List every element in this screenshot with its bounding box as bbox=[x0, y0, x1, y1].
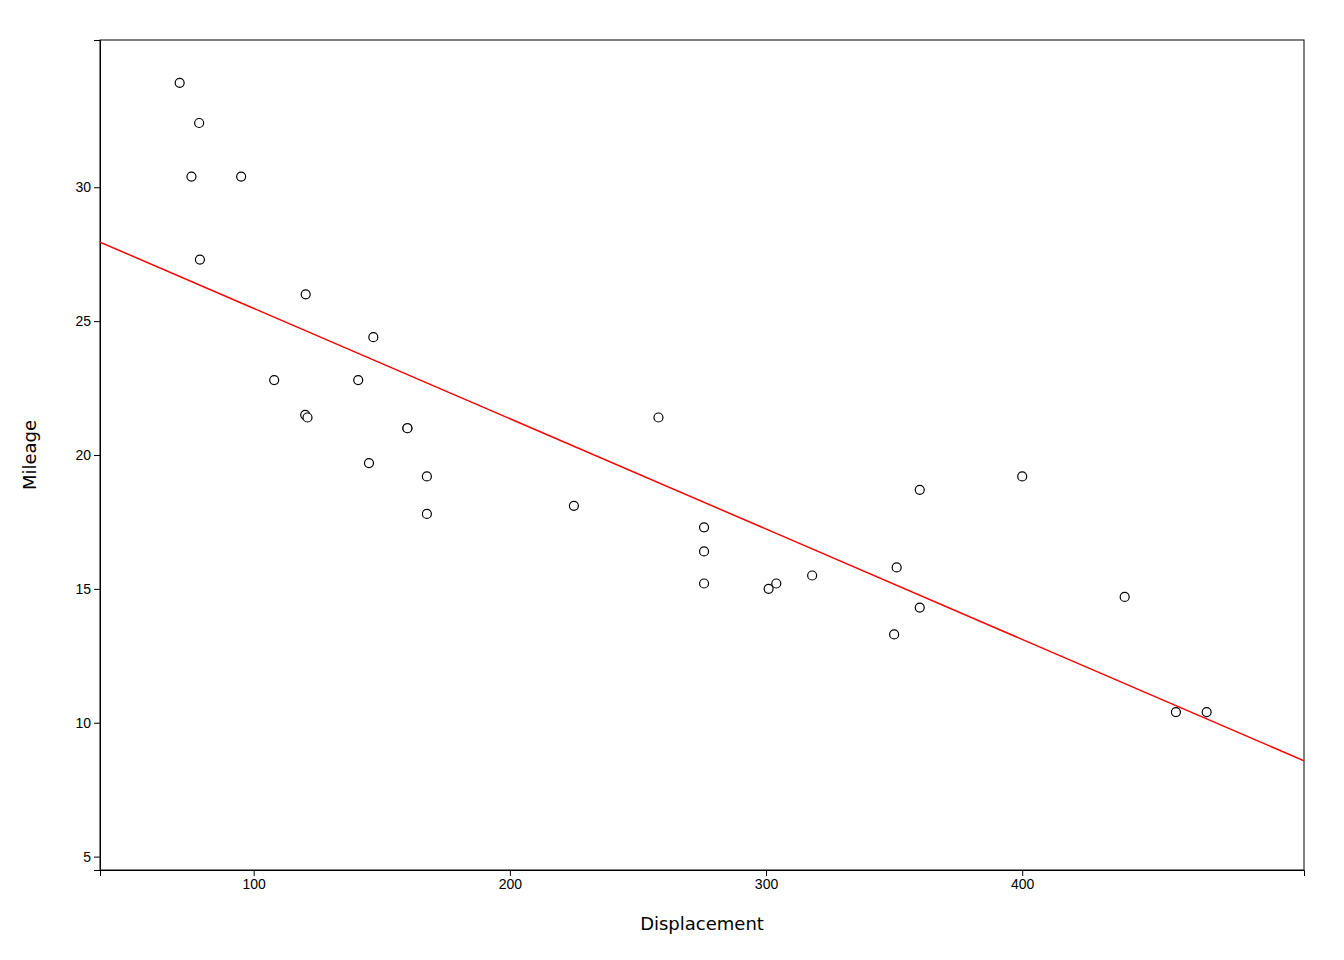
point bbox=[422, 509, 431, 518]
tick-label: 30 bbox=[75, 179, 91, 195]
tick-label: 5 bbox=[83, 849, 91, 865]
point bbox=[364, 459, 373, 468]
point bbox=[175, 78, 184, 87]
tick: 30 bbox=[75, 179, 100, 195]
tick-label: 400 bbox=[1011, 876, 1035, 892]
point bbox=[303, 413, 312, 422]
chart: 100 200 300 400 5 10 15 20 25 30 Displacement Milea… bbox=[0, 0, 1344, 960]
marks bbox=[100, 78, 1304, 760]
tick-mark bbox=[94, 321, 100, 322]
point bbox=[403, 424, 412, 433]
point bbox=[915, 485, 924, 494]
tick: 400 bbox=[1011, 870, 1035, 892]
tick: 15 bbox=[75, 581, 100, 597]
tick: 5 bbox=[83, 849, 100, 865]
point bbox=[195, 255, 204, 264]
point bbox=[187, 172, 196, 181]
tick-label: 25 bbox=[75, 313, 91, 329]
axis-line bbox=[101, 871, 1305, 877]
point bbox=[1018, 472, 1027, 481]
point bbox=[1202, 708, 1211, 717]
point bbox=[422, 472, 431, 481]
points bbox=[175, 78, 1211, 716]
plot: 100 200 300 400 5 10 15 20 25 30 bbox=[75, 40, 1304, 892]
tick-label: 100 bbox=[243, 876, 267, 892]
y-axis: 5 10 15 20 25 30 bbox=[75, 41, 100, 871]
point bbox=[354, 376, 363, 385]
x-axis: 100 200 300 400 bbox=[101, 870, 1305, 892]
tick: 20 bbox=[75, 447, 100, 463]
point bbox=[700, 523, 709, 532]
point bbox=[270, 376, 279, 385]
point bbox=[195, 119, 204, 128]
point bbox=[915, 603, 924, 612]
point bbox=[403, 424, 412, 433]
tick: 25 bbox=[75, 313, 100, 329]
tick-label: 10 bbox=[75, 715, 91, 731]
point bbox=[237, 172, 246, 181]
plot-frame bbox=[100, 40, 1304, 870]
axis-line bbox=[94, 41, 101, 871]
point bbox=[369, 333, 378, 342]
tick-label: 300 bbox=[755, 876, 779, 892]
point bbox=[764, 584, 773, 593]
point bbox=[890, 630, 899, 639]
tick-mark bbox=[94, 187, 100, 188]
point bbox=[1120, 592, 1129, 601]
tick-label: 200 bbox=[499, 876, 523, 892]
tick-label: 20 bbox=[75, 447, 91, 463]
point bbox=[892, 563, 901, 572]
point bbox=[654, 413, 663, 422]
tick: 200 bbox=[499, 870, 523, 892]
tick-mark bbox=[94, 857, 100, 858]
tick-mark bbox=[94, 589, 100, 590]
point bbox=[700, 547, 709, 556]
tick: 300 bbox=[755, 870, 779, 892]
point bbox=[1171, 708, 1180, 717]
point bbox=[808, 571, 817, 580]
tick: 10 bbox=[75, 715, 100, 731]
point bbox=[700, 579, 709, 588]
point bbox=[301, 290, 310, 299]
y-axis-title: Mileage bbox=[19, 420, 40, 490]
tick-mark bbox=[94, 723, 100, 724]
regression-line bbox=[100, 242, 1304, 761]
x-axis-title: Displacement bbox=[640, 913, 764, 934]
tick-label: 15 bbox=[75, 581, 91, 597]
point bbox=[569, 501, 578, 510]
tick-mark bbox=[94, 455, 100, 456]
tick: 100 bbox=[243, 870, 267, 892]
